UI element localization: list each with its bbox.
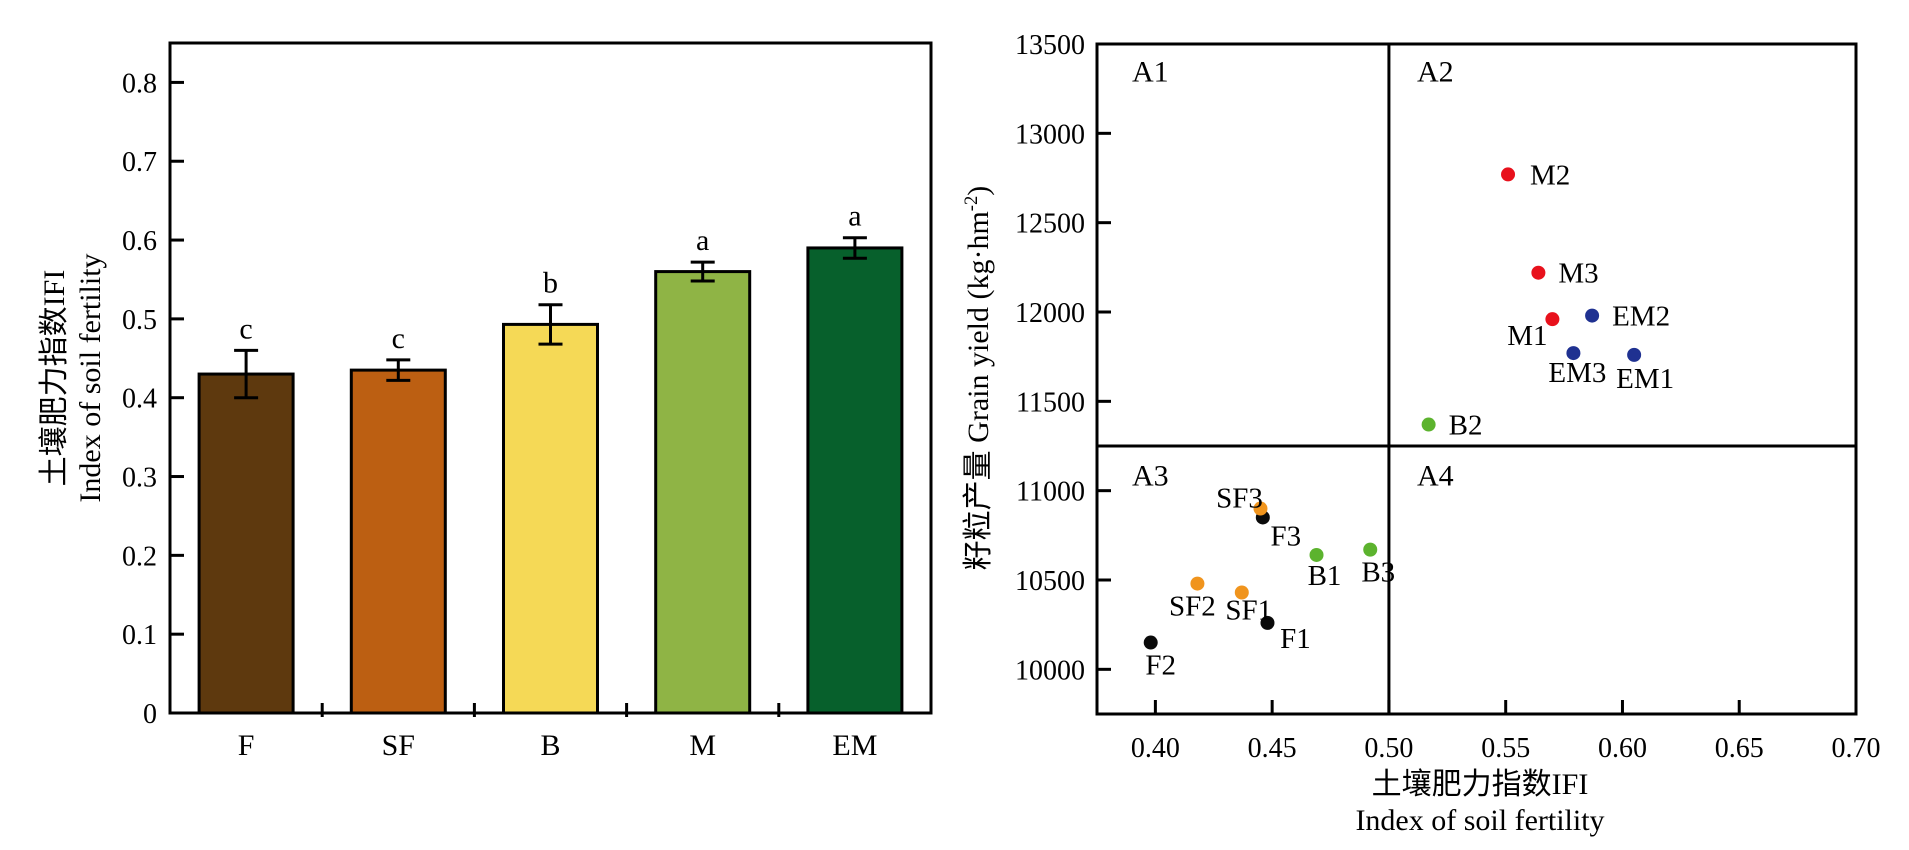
scatter-point-B3 <box>1363 542 1378 557</box>
bar-chart-y-axis-title-zh: 土壤肥力指数IFI <box>38 269 71 487</box>
scatter-point-SF3 <box>1253 501 1268 516</box>
scatter-x-tick-label: 0.70 <box>1832 733 1881 764</box>
scatter-x-axis-title-zh: 土壤肥力指数IFI <box>1371 768 1589 801</box>
bar-F <box>197 372 295 715</box>
scatter-point-B1 <box>1309 547 1324 562</box>
scatter-point-label-EM1: EM1 <box>1616 363 1674 395</box>
scatter-y-tick-label: 13000 <box>1015 119 1085 150</box>
scatter-point-label-M3: M3 <box>1558 258 1598 290</box>
scatter-point-label-M2: M2 <box>1530 159 1570 191</box>
scatter-y-tick-label: 12000 <box>1015 298 1085 329</box>
scatter-x-tick-label: 0.55 <box>1481 733 1530 764</box>
scatter-point-M3 <box>1531 265 1546 280</box>
bar-B <box>502 322 599 715</box>
scatter-y-tick-label: 10500 <box>1015 566 1085 597</box>
scatter-y-tick-label: 12500 <box>1015 209 1085 240</box>
scatter-point-SF2 <box>1190 576 1205 591</box>
bar-y-tick-label: 0.3 <box>122 463 157 494</box>
quadrant-label-A2: A2 <box>1417 56 1454 89</box>
scatter-point-label-SF1: SF1 <box>1225 595 1272 627</box>
bar-y-tick-label: 0.4 <box>122 384 157 415</box>
scatter-plot-box <box>1095 42 1858 716</box>
scatter-x-tick-label: 0.65 <box>1715 733 1764 764</box>
scatter-point-label-B1: B1 <box>1308 560 1342 592</box>
scatter-y-tick-label: 13500 <box>1015 30 1085 61</box>
bar-M <box>654 270 752 715</box>
bar-y-tick-label: 0.5 <box>122 305 157 336</box>
bar-chart-y-axis-title: 土壤肥力指数IFI Index of soil fertility <box>37 128 113 628</box>
scatter-y-axis-title-text: 籽粒产量 Grain yield (kg·hm <box>962 211 995 571</box>
bar-x-tick-label-F: F <box>238 729 255 762</box>
scatter-point-B2 <box>1421 417 1436 432</box>
bar-F-sig-letter: c <box>239 312 252 345</box>
bar-x-tick-label-SF: SF <box>382 729 415 762</box>
scatter-y-tick-label: 11500 <box>1016 387 1085 418</box>
scatter-point-label-F1: F1 <box>1280 623 1311 655</box>
scatter-point-SF1 <box>1234 585 1249 600</box>
bar-EM-sig-letter: a <box>848 200 861 233</box>
scatter-x-axis-title: 土壤肥力指数IFI Index of soil fertility <box>1180 767 1780 839</box>
bar-y-tick-label: 0.7 <box>122 147 157 178</box>
bar-chart-y-axis-title-en: Index of soil fertility <box>74 253 107 503</box>
quadrant-label-A4: A4 <box>1417 459 1454 492</box>
bar-SF-sig-letter: c <box>392 322 405 355</box>
scatter-point-M1 <box>1545 312 1560 327</box>
bar-x-tick-label-B: B <box>540 729 560 762</box>
bar-y-tick-label: 0 <box>143 699 157 730</box>
quadrant-label-A1: A1 <box>1132 56 1169 89</box>
scatter-point-EM1 <box>1627 347 1642 362</box>
scatter-x-tick-label: 0.50 <box>1364 733 1413 764</box>
bar-B-sig-letter: b <box>543 267 558 300</box>
scatter-point-F1 <box>1260 615 1275 630</box>
scatter-point-F2 <box>1143 635 1158 650</box>
bar-y-tick-label: 0.6 <box>122 226 157 257</box>
scatter-point-EM2 <box>1585 308 1600 323</box>
scatter-point-label-B2: B2 <box>1449 410 1483 442</box>
scatter-y-axis-title: 籽粒产量 Grain yield (kg·hm-2) <box>954 78 996 678</box>
scatter-x-tick-label: 0.45 <box>1248 733 1297 764</box>
scatter-point-label-SF3: SF3 <box>1216 483 1263 515</box>
scatter-point-M2 <box>1501 167 1516 182</box>
bar-y-tick-label: 0.8 <box>122 68 157 99</box>
scatter-y-tick-label: 11000 <box>1016 477 1085 508</box>
bar-plot-box <box>168 41 933 715</box>
bar-M-sig-letter: a <box>696 224 709 257</box>
scatter-point-label-SF2: SF2 <box>1169 591 1216 623</box>
scatter-point-label-F2: F2 <box>1145 650 1176 682</box>
scatter-y-tick-label: 10000 <box>1015 655 1085 686</box>
scatter-point-label-EM3: EM3 <box>1548 357 1606 389</box>
bar-y-tick-label: 0.1 <box>122 620 157 651</box>
bar-x-tick-label-EM: EM <box>832 729 877 762</box>
scatter-x-axis-title-en: Index of soil fertility <box>1355 804 1605 837</box>
bar-x-tick-label-M: M <box>689 729 716 762</box>
bar-y-tick-label: 0.2 <box>122 541 157 572</box>
scatter-point-label-B3: B3 <box>1361 557 1395 589</box>
bar-EM <box>806 246 904 715</box>
scatter-point-EM3 <box>1566 346 1581 361</box>
bar-SF <box>349 368 447 715</box>
scatter-y-axis-title-superscript: -2 <box>961 195 982 212</box>
scatter-x-tick-label: 0.40 <box>1131 733 1180 764</box>
scatter-x-tick-label: 0.60 <box>1598 733 1647 764</box>
scatter-point-label-EM2: EM2 <box>1612 301 1670 333</box>
scatter-y-axis-title-close: ) <box>962 185 995 196</box>
scatter-point-label-F3: F3 <box>1270 520 1301 552</box>
scatter-point-label-M1: M1 <box>1507 320 1547 352</box>
quadrant-label-A3: A3 <box>1132 459 1169 492</box>
